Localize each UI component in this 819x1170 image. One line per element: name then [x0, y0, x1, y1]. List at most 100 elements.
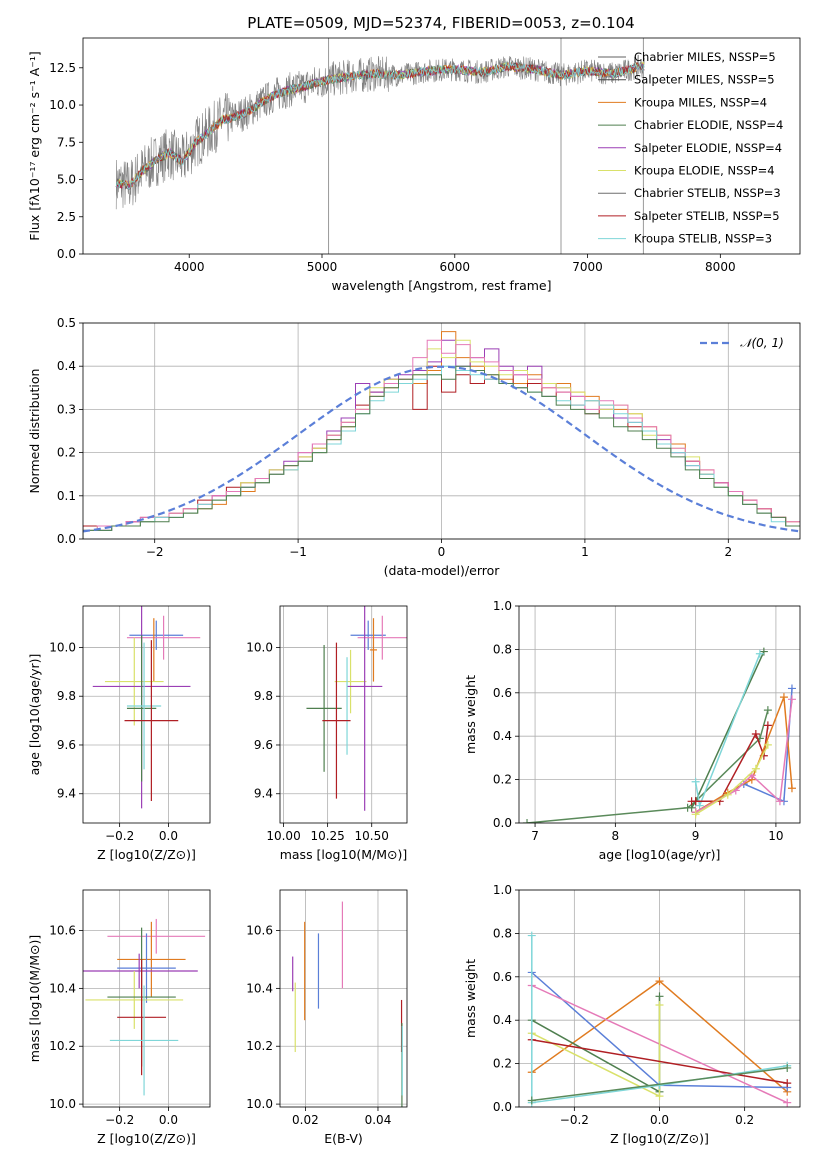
x-tick-label: 0.0 — [650, 1113, 669, 1127]
weight-line — [531, 1038, 788, 1084]
weight-marker — [751, 764, 760, 773]
panel-weight-vs-age: 7 8 9 10 0.0 0.2 0.4 0.6 0.8 1.0 age [log10(age/yr… — [463, 599, 801, 862]
y-axis-label: mass weight — [463, 675, 478, 754]
panel-histogram: −2 −1 0 1 2 0.0 0.1 0.2 0.3 0.4 0.5 (data-model)/er… — [27, 316, 801, 578]
y-axis-label: mass [log10(M/M⊙)] — [27, 935, 42, 1063]
observed-spectrum — [115, 54, 645, 210]
y-axis-label: Flux [fλ10⁻¹⁷ erg cm⁻² s⁻¹ A⁻¹] — [27, 51, 42, 240]
figure-title: PLATE=0509, MJD=52374, FIBERID=0053, z=0… — [247, 14, 634, 32]
plot-area-weight-vs-z — [527, 931, 792, 1107]
x-tick-label: −0.2 — [105, 829, 134, 843]
y-tick-label: 0.6 — [493, 686, 512, 700]
weight-line — [531, 1067, 788, 1102]
plot-area-spectrum — [115, 38, 645, 254]
weight-marker — [655, 992, 664, 1001]
histogram-step — [83, 331, 800, 539]
x-tick-label: 0.02 — [292, 1113, 319, 1127]
weight-marker — [759, 647, 768, 656]
weight-marker — [787, 784, 796, 793]
plot-area-weight-vs-age — [523, 647, 796, 823]
x-axis-label: Z [log10(Z/Z⊙)] — [610, 1131, 709, 1146]
x-tick-label: 1 — [581, 545, 589, 559]
weight-marker — [527, 931, 536, 940]
x-axis-label: E(B-V) — [324, 1131, 363, 1146]
panel-weight-vs-z: −0.2 0.0 0.2 0.0 0.2 0.4 0.6 0.8 1.0 Z [log10(Z/Z… — [463, 883, 801, 1146]
x-tick-label: −0.2 — [560, 1113, 589, 1127]
x-tick-label: −2 — [146, 545, 164, 559]
y-tick-label: 10.0 — [49, 98, 76, 112]
legend-entry: Kroupa MILES, NSSP=4 — [634, 95, 767, 109]
y-tick-label: 9.6 — [57, 738, 76, 752]
x-tick-label: 0.0 — [159, 1113, 178, 1127]
axes-frame — [82, 605, 211, 824]
x-axis-label: (data-model)/error — [384, 563, 501, 578]
y-tick-label: 9.4 — [57, 787, 76, 801]
y-tick-label: 0.2 — [493, 1057, 512, 1071]
weight-marker — [655, 977, 664, 986]
panel-mass-vs-z: −0.2 0.0 10.0 10.2 10.4 10.6 Z [log10(Z/Z⊙)] ma… — [27, 889, 211, 1146]
y-tick-label: 9.8 — [57, 689, 76, 703]
y-tick-label: 1.0 — [493, 883, 512, 897]
panel-mass-vs-ebv: 0.02 0.04 10.0 10.2 10.4 10.6 E(B-V) — [246, 889, 408, 1146]
legend-entry: 𝒩(0, 1) — [740, 336, 784, 350]
y-tick-label: 0.8 — [493, 642, 512, 656]
weight-line — [695, 688, 793, 813]
x-axis-label: mass [log10(M/M⊙)] — [280, 847, 408, 862]
weight-marker — [783, 1098, 792, 1107]
legend-entry: Chabrier MILES, NSSP=5 — [634, 50, 776, 64]
weight-marker — [751, 730, 760, 739]
y-tick-label: 7.5 — [57, 135, 76, 149]
plot-area-age-vs-mass — [306, 606, 407, 811]
axes-frame — [518, 605, 801, 824]
y-tick-label: 0.4 — [57, 359, 76, 373]
legend-entry: Chabrier STELIB, NSSP=3 — [634, 186, 781, 200]
y-tick-label: 10.6 — [49, 924, 76, 938]
y-axis-label: mass weight — [463, 959, 478, 1038]
legend-entry: Salpeter STELIB, NSSP=5 — [634, 209, 780, 223]
weight-marker — [655, 1001, 664, 1010]
legend-entry: Kroupa STELIB, NSSP=3 — [634, 232, 772, 246]
y-tick-label: 10.0 — [246, 640, 273, 654]
y-tick-label: 10.4 — [246, 981, 273, 995]
x-tick-label: 7000 — [572, 260, 603, 274]
legend-entry: Chabrier ELODIE, NSSP=4 — [634, 118, 783, 132]
weight-marker — [691, 777, 700, 786]
x-axis-label: Z [log10(Z/Z⊙)] — [97, 847, 196, 862]
y-axis-label: age [log10(age/yr)] — [27, 654, 42, 776]
panel-age-vs-mass: 10.00 10.25 10.50 9.4 9.6 9.8 10.0 mass [log10(… — [246, 605, 408, 862]
y-tick-label: 10.4 — [49, 981, 76, 995]
weight-marker — [691, 797, 700, 806]
weight-marker — [655, 1092, 664, 1101]
x-tick-label: 0.2 — [735, 1113, 754, 1127]
x-tick-label: 8000 — [705, 260, 736, 274]
weight-line — [695, 744, 769, 815]
y-tick-label: 0.3 — [57, 402, 76, 416]
weight-line — [526, 709, 769, 823]
y-tick-label: 0.2 — [493, 773, 512, 787]
y-tick-label: 9.8 — [254, 689, 273, 703]
weight-line — [531, 996, 661, 1094]
plot-area-mass-vs-z — [83, 918, 206, 1096]
x-tick-label: 6000 — [440, 260, 471, 274]
y-tick-label: 0.2 — [57, 446, 76, 460]
y-tick-label: 10.0 — [49, 1097, 76, 1111]
weight-marker — [523, 819, 532, 823]
panel-spectrum: 4000 5000 6000 7000 8000 0.0 2.5 5.0 7.5 10.0 12.5… — [27, 37, 801, 293]
y-tick-label: 1.0 — [493, 599, 512, 613]
x-tick-label: −0.2 — [105, 1113, 134, 1127]
panel-age-vs-z: −0.2 0.0 9.4 9.6 9.8 10.0 Z [log10(Z/Z⊙)] age [… — [27, 605, 211, 862]
y-tick-label: 0.0 — [493, 1100, 512, 1114]
plot-area-histogram — [83, 331, 800, 539]
x-axis-label: wavelength [Angstrom, rest frame] — [331, 278, 551, 293]
axes-frame — [82, 37, 801, 255]
axes-frame — [82, 889, 211, 1108]
y-tick-label: 10.2 — [246, 1039, 273, 1053]
weight-marker — [695, 801, 704, 810]
gaussian-curve — [83, 365, 800, 533]
y-tick-label: 2.5 — [57, 210, 76, 224]
plot-area-age-vs-z — [92, 606, 201, 809]
y-tick-label: 0.1 — [57, 489, 76, 503]
weight-marker — [691, 810, 700, 819]
y-tick-label: 0.0 — [57, 247, 76, 261]
